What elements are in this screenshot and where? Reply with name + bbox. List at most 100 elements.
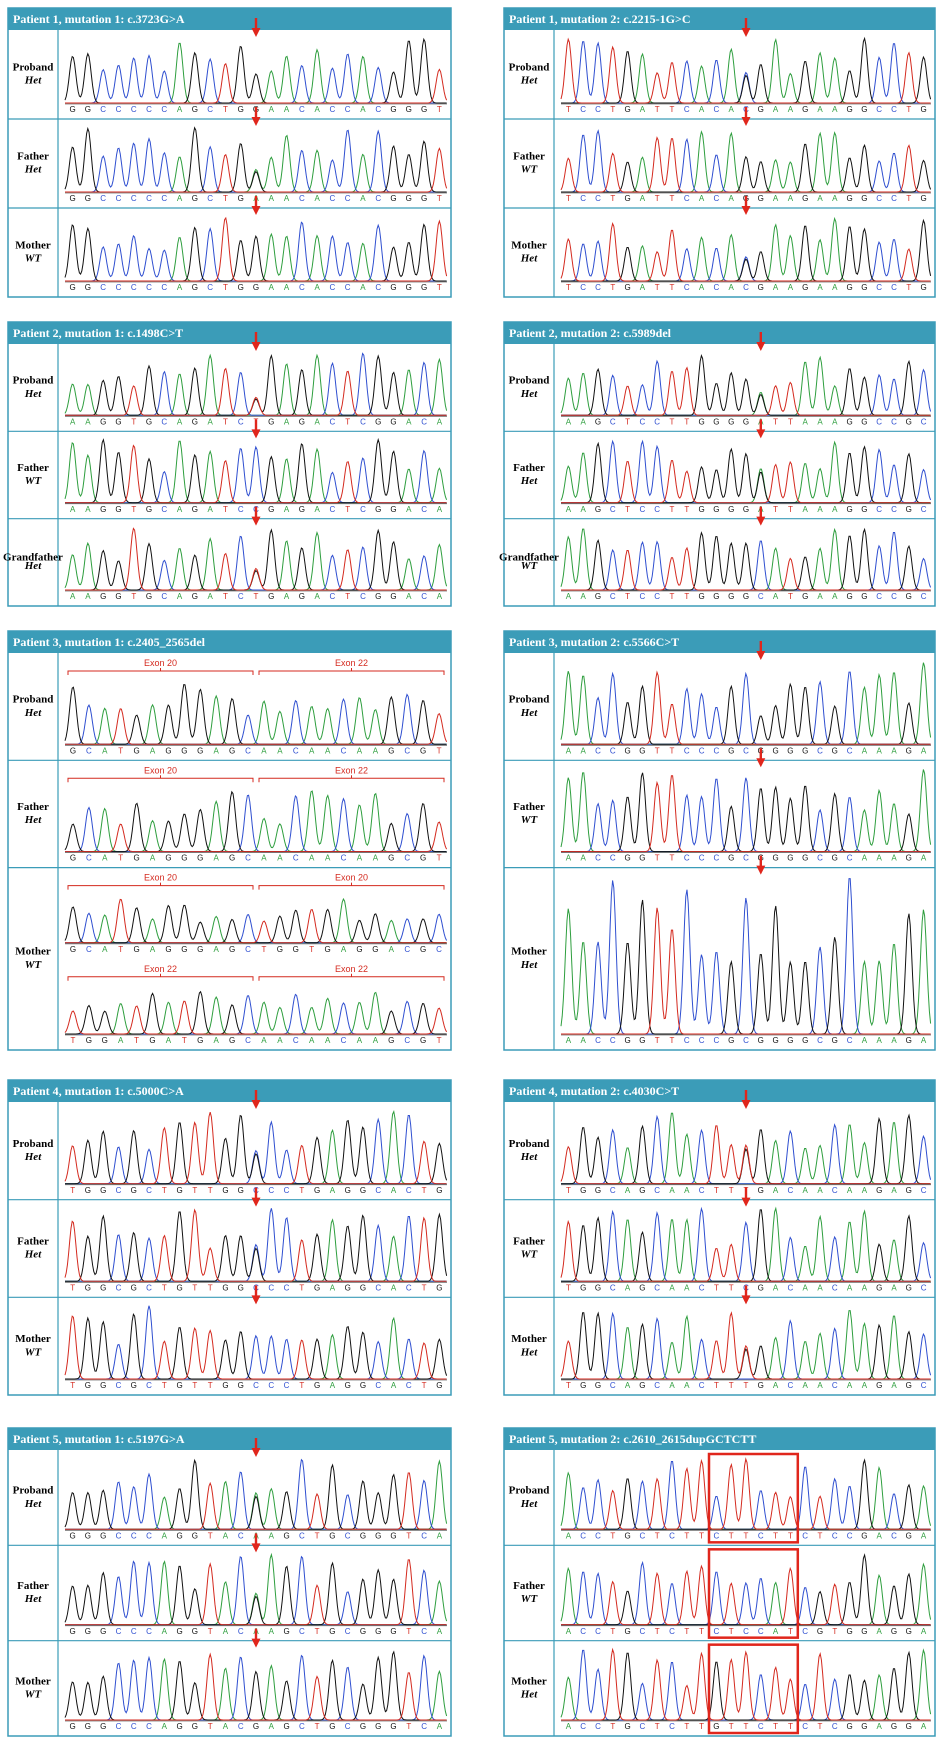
base-call: C [832,1186,838,1195]
base-call: A [85,417,91,426]
base-call: C [802,1531,808,1540]
base-call: C [743,283,749,292]
base-call: C [802,1722,808,1731]
base-call: G [743,505,749,514]
base-call: G [758,105,764,114]
panel-title: Patient 4, mutation 1: c.5000C>A [13,1084,184,1098]
base-call: C [847,746,853,755]
base-call: A [891,854,897,863]
base-call: T [670,854,675,863]
base-call: G [85,1627,91,1636]
base-call: G [229,854,235,863]
base-call: G [906,1036,912,1045]
base-call: T [670,1036,675,1045]
base-call: T [832,1627,837,1636]
base-call: C [714,1036,720,1045]
base-call: C [654,592,660,601]
base-call: A [625,1186,631,1195]
base-call: G [388,1036,394,1045]
base-call: G [802,854,808,863]
base-call: G [192,194,198,203]
base-call: A [832,505,838,514]
base-call: T [773,505,778,514]
base-call: G [375,417,381,426]
base-call: C [116,283,122,292]
base-call: G [176,1627,182,1636]
base-call: G [846,1722,852,1731]
row-role: Father [17,1580,49,1592]
base-call: C [921,505,927,514]
base-call: G [728,854,734,863]
base-call: G [421,283,427,292]
base-call: C [245,746,251,755]
base-call: C [345,105,351,114]
base-call: C [293,854,299,863]
base-call: C [921,1381,927,1390]
base-call: C [876,505,882,514]
base-call: G [390,105,396,114]
base-call: A [581,746,587,755]
base-call: C [714,283,720,292]
base-call: G [920,105,926,114]
base-call: A [150,945,156,954]
base-call: A [921,746,927,755]
base-call: A [773,1186,779,1195]
base-call: T [345,417,350,426]
base-call: A [261,746,267,755]
base-call: G [390,1531,396,1540]
base-call: A [832,105,838,114]
base-call: C [86,854,92,863]
base-call: A [566,746,572,755]
base-call: A [773,105,779,114]
base-call: C [699,1381,705,1390]
base-call: C [610,746,616,755]
row-zygosity: WT [521,814,539,826]
base-call: T [182,1036,187,1045]
base-call: C [299,1627,305,1636]
row-role: Proband [13,694,54,706]
base-call: G [176,1283,182,1292]
base-call: A [566,1627,572,1636]
base-call: T [566,283,571,292]
base-call: G [846,505,852,514]
base-call: A [877,1627,883,1636]
base-call: G [100,592,106,601]
base-call: T [610,194,615,203]
base-call: C [116,194,122,203]
base-call: C [146,1722,152,1731]
base-call: A [640,283,646,292]
base-call: T [655,854,660,863]
base-call: G [115,592,121,601]
base-call: G [713,592,719,601]
base-call: T [729,1627,734,1636]
base-call: G [713,505,719,514]
base-call: C [640,1531,646,1540]
base-call: G [375,1627,381,1636]
base-call: C [345,194,351,203]
base-call: T [422,1381,427,1390]
base-call: T [192,1186,197,1195]
base-call: T [437,854,442,863]
base-call: T [788,417,793,426]
base-call: C [345,1722,351,1731]
base-call: A [566,417,572,426]
base-call: T [422,1283,427,1292]
base-call: A [891,1036,897,1045]
base-call: G [165,746,171,755]
base-call: G [728,592,734,601]
base-call: C [684,854,690,863]
base-call: C [891,194,897,203]
base-call: G [360,1381,366,1390]
base-call: C [595,194,601,203]
base-call: C [580,283,586,292]
base-call: A [566,1722,572,1731]
base-call: G [192,1627,198,1636]
base-call: T [684,1627,689,1636]
base-call: C [654,1186,660,1195]
base-call: A [314,194,320,203]
base-call: C [654,1381,660,1390]
base-call: C [116,1722,122,1731]
base-call: G [85,105,91,114]
base-call: C [131,1531,137,1540]
base-call: G [329,1722,335,1731]
